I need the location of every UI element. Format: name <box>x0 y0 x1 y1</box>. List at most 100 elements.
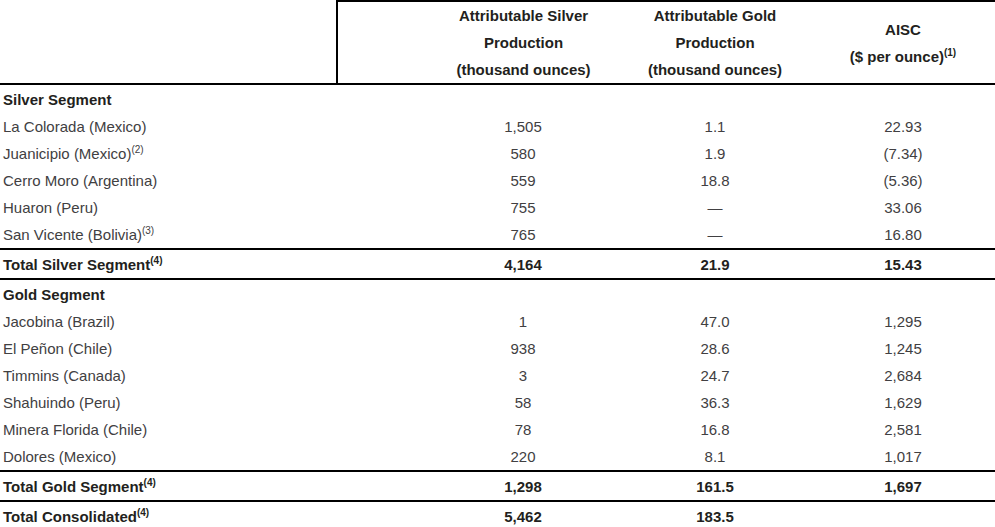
row-label: El Peñon (Chile) <box>0 335 337 362</box>
row-label: La Colorada (Mexico) <box>0 113 337 140</box>
header-empty-cell <box>0 1 337 84</box>
cell-aisc: 16.80 <box>811 221 995 249</box>
table-row: Cerro Moro (Argentina)55918.8(5.36) <box>0 167 995 194</box>
header-silver-production: Attributable Silver Production (thousand… <box>337 1 619 84</box>
header-line: Attributable Gold <box>619 2 811 29</box>
table-row: Dolores (Mexico)2208.11,017 <box>0 443 995 471</box>
footnote-marker: (2) <box>131 144 143 155</box>
cell-gold <box>619 279 811 308</box>
table-row: La Colorada (Mexico)1,5051.122.93 <box>0 113 995 140</box>
cell-gold: 161.5 <box>619 471 811 501</box>
cell-gold: 36.3 <box>619 389 811 416</box>
cell-aisc <box>811 279 995 308</box>
cell-silver: 78 <box>337 416 619 443</box>
section-header-row: Silver Segment <box>0 84 995 113</box>
row-label: Jacobina (Brazil) <box>0 308 337 335</box>
cell-silver: 938 <box>337 335 619 362</box>
header-line: Production <box>428 29 619 56</box>
cell-silver: 58 <box>337 389 619 416</box>
row-label: Dolores (Mexico) <box>0 443 337 471</box>
cell-silver: 4,164 <box>337 249 619 279</box>
row-label: Juanicipio (Mexico)(2) <box>0 140 337 167</box>
cell-silver: 1,298 <box>337 471 619 501</box>
header-aisc: AISC ($ per ounce)(1) <box>811 1 995 84</box>
cell-gold: — <box>619 221 811 249</box>
total-row: Total Silver Segment(4)4,16421.915.43 <box>0 249 995 279</box>
header-line: (thousand ounces) <box>619 56 811 83</box>
footnote-marker: (4) <box>137 507 149 518</box>
cell-silver <box>337 279 619 308</box>
table-row: Juanicipio (Mexico)(2)5801.9(7.34) <box>0 140 995 167</box>
row-label: Silver Segment <box>0 84 337 113</box>
row-label: Total Gold Segment(4) <box>0 471 337 501</box>
cell-aisc: 2,684 <box>811 362 995 389</box>
cell-gold: — <box>619 194 811 221</box>
cell-aisc: 2,581 <box>811 416 995 443</box>
cell-silver: 559 <box>337 167 619 194</box>
cell-silver: 580 <box>337 140 619 167</box>
table-row: Minera Florida (Chile)7816.82,581 <box>0 416 995 443</box>
row-label: Timmins (Canada) <box>0 362 337 389</box>
footnote-marker: (1) <box>944 47 956 58</box>
cell-gold: 47.0 <box>619 308 811 335</box>
footnote-marker: (3) <box>142 225 154 236</box>
header-line: Production <box>619 29 811 56</box>
cell-aisc <box>811 84 995 113</box>
cell-aisc: (7.34) <box>811 140 995 167</box>
header-line: AISC <box>811 16 995 43</box>
cell-gold: 183.5 <box>619 501 811 527</box>
cell-silver: 1 <box>337 308 619 335</box>
cell-silver <box>337 84 619 113</box>
table-body: Silver SegmentLa Colorada (Mexico)1,5051… <box>0 84 995 527</box>
footnote-marker: (4) <box>144 477 156 488</box>
row-label: Cerro Moro (Argentina) <box>0 167 337 194</box>
cell-gold: 24.7 <box>619 362 811 389</box>
cell-aisc: 1,017 <box>811 443 995 471</box>
cell-aisc: 1,697 <box>811 471 995 501</box>
cell-aisc: 22.93 <box>811 113 995 140</box>
header-row: Attributable Silver Production (thousand… <box>0 1 995 84</box>
cell-gold: 1.9 <box>619 140 811 167</box>
cell-silver: 5,462 <box>337 501 619 527</box>
cell-gold: 28.6 <box>619 335 811 362</box>
cell-silver: 755 <box>337 194 619 221</box>
total-row: Total Consolidated(4)5,462183.5 <box>0 501 995 527</box>
table-row: Shahuindo (Peru)5836.31,629 <box>0 389 995 416</box>
header-gold-production: Attributable Gold Production (thousand o… <box>619 1 811 84</box>
cell-aisc: 1,295 <box>811 308 995 335</box>
header-line: ($ per ounce)(1) <box>811 43 995 70</box>
header-line: Attributable Silver <box>428 2 619 29</box>
cell-aisc: (5.36) <box>811 167 995 194</box>
cell-gold: 21.9 <box>619 249 811 279</box>
row-label: Huaron (Peru) <box>0 194 337 221</box>
cell-aisc: 1,245 <box>811 335 995 362</box>
row-label: Shahuindo (Peru) <box>0 389 337 416</box>
header-aisc-title: AISC <box>885 21 921 38</box>
row-label: Minera Florida (Chile) <box>0 416 337 443</box>
cell-gold: 1.1 <box>619 113 811 140</box>
cell-aisc: 33.06 <box>811 194 995 221</box>
row-label: Total Consolidated(4) <box>0 501 337 527</box>
header-aisc-units: ($ per ounce) <box>850 48 944 65</box>
cell-gold: 18.8 <box>619 167 811 194</box>
header-line: (thousand ounces) <box>428 56 619 83</box>
cell-silver: 220 <box>337 443 619 471</box>
cell-silver: 3 <box>337 362 619 389</box>
table-row: El Peñon (Chile)93828.61,245 <box>0 335 995 362</box>
production-table-page: Attributable Silver Production (thousand… <box>0 0 995 527</box>
table-row: Timmins (Canada)324.72,684 <box>0 362 995 389</box>
cell-aisc: 15.43 <box>811 249 995 279</box>
table-row: San Vicente (Bolivia)(3)765—16.80 <box>0 221 995 249</box>
row-label: Total Silver Segment(4) <box>0 249 337 279</box>
row-label: San Vicente (Bolivia)(3) <box>0 221 337 249</box>
production-table: Attributable Silver Production (thousand… <box>0 0 995 527</box>
table-row: Jacobina (Brazil)147.01,295 <box>0 308 995 335</box>
total-row: Total Gold Segment(4)1,298161.51,697 <box>0 471 995 501</box>
cell-gold: 8.1 <box>619 443 811 471</box>
cell-silver: 1,505 <box>337 113 619 140</box>
table-row: Huaron (Peru)755—33.06 <box>0 194 995 221</box>
footnote-marker: (4) <box>150 255 162 266</box>
row-label: Gold Segment <box>0 279 337 308</box>
cell-gold: 16.8 <box>619 416 811 443</box>
section-header-row: Gold Segment <box>0 279 995 308</box>
